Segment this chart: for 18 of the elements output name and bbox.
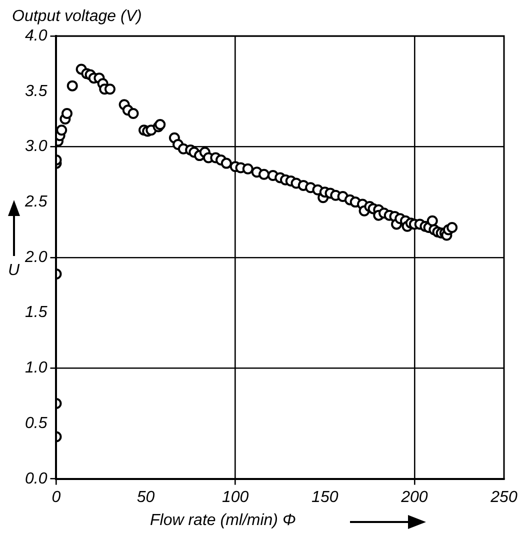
y-tick-label: 1.0: [24, 360, 48, 377]
y-axis-title: U: [8, 262, 20, 280]
y-tick-label: 2.5: [24, 194, 48, 211]
x-tick-label: 100: [222, 488, 249, 506]
y-tick-label: 3.0: [24, 138, 48, 156]
x-tick-label: 50: [136, 488, 155, 506]
x-tick-label: 250: [490, 488, 518, 506]
y-tick-label: 0.5: [24, 414, 48, 432]
x-axis-title: Flow rate (ml/min) Φ: [150, 512, 296, 530]
x-tick-label: 0: [52, 488, 61, 506]
x-tick-label: 150: [312, 488, 338, 506]
y-tick-label: 4.0: [24, 27, 48, 44]
chart-title: Output voltage (V): [12, 8, 142, 26]
x-tick-label: 200: [400, 488, 428, 506]
y-tick-label: 3.5: [24, 82, 48, 100]
y-tick-label: 2.0: [24, 248, 48, 266]
y-tick-label: 0.0: [24, 470, 48, 488]
y-tick-label: 1.5: [24, 304, 48, 322]
